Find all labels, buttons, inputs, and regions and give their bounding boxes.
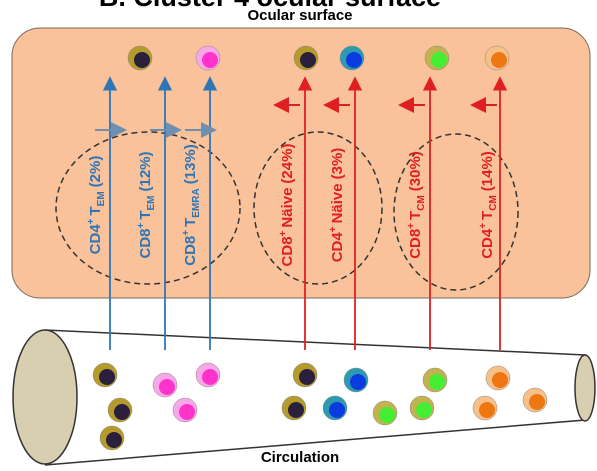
sub: EM	[146, 195, 157, 210]
sub: CM	[488, 195, 499, 211]
cd: CD8	[182, 236, 199, 266]
percent: (3%)	[329, 148, 346, 180]
vessel-end	[12, 329, 78, 465]
population-label: CD4+ TCM (14%)	[478, 151, 499, 259]
cell-nucleus	[99, 369, 115, 385]
cd: CD4	[329, 232, 346, 263]
cell-nucleus	[491, 52, 507, 68]
top-label: Ocular surface	[247, 7, 352, 24]
sup: +	[181, 230, 192, 236]
cell-nucleus	[202, 369, 218, 385]
vessel-end	[574, 354, 596, 422]
cd: CD8	[137, 229, 154, 259]
cell-nucleus	[179, 404, 195, 420]
cd: CD4	[87, 224, 104, 255]
sub: EM	[96, 191, 107, 206]
sup: +	[406, 223, 417, 229]
cell-nucleus	[492, 372, 508, 388]
cd: CD8	[407, 229, 424, 259]
sup: +	[328, 226, 339, 232]
percent: (2%)	[87, 156, 104, 188]
cell-nucleus	[299, 369, 315, 385]
cd: CD8	[279, 236, 296, 266]
labels: CD4+TEM(2%)CD8+TEM(12%)CD8+TEMRA(13%)CD8…	[86, 144, 499, 267]
cell-nucleus	[300, 52, 316, 68]
bottom-label: Circulation	[261, 449, 339, 466]
percent: (14%)	[479, 151, 496, 191]
sup: +	[278, 230, 289, 236]
population-label: CD4+ TEM (2%)	[86, 156, 107, 255]
percent: (30%)	[407, 151, 424, 191]
population-label: CD8+ TEM (12%)	[136, 151, 157, 258]
sup: +	[86, 218, 97, 224]
sup: +	[478, 223, 489, 229]
cell-nucleus	[159, 379, 175, 395]
vessel	[44, 329, 586, 466]
group-ellipse	[55, 131, 241, 285]
ocular-box	[11, 27, 591, 299]
percent: (13%)	[182, 144, 199, 184]
population-label: CD8+ Näive (24%)	[278, 144, 296, 267]
cell-type: T	[137, 210, 154, 219]
cell-nucleus	[431, 52, 447, 68]
group-ellipse	[393, 133, 519, 291]
sub: CM	[416, 195, 427, 211]
cell-nucleus	[202, 52, 218, 68]
sub: EMRA	[191, 188, 202, 217]
cell-nucleus	[114, 404, 130, 420]
cells	[92, 45, 548, 451]
population-label: CD4+ Näive (3%)	[328, 148, 346, 263]
cell-nucleus	[529, 394, 545, 410]
cell-nucleus	[350, 374, 366, 390]
cell-type: Näive	[329, 183, 346, 223]
cell-type: T	[87, 206, 104, 215]
cell-nucleus	[429, 374, 445, 390]
cell-type: T	[407, 211, 424, 220]
cell-nucleus	[379, 407, 395, 423]
sup: +	[136, 223, 147, 229]
group-ellipse	[253, 131, 383, 285]
population-label: CD8+ TCM (30%)	[406, 151, 427, 259]
cell-type: Näive	[279, 188, 296, 228]
cell-type: T	[479, 211, 496, 220]
population-label: CD8+ TEMRA (13%)	[181, 144, 202, 266]
percent: (12%)	[137, 151, 154, 191]
cell-type: T	[182, 218, 199, 227]
cell-nucleus	[479, 402, 495, 418]
cell-nucleus	[106, 432, 122, 448]
percent: (24%)	[279, 144, 296, 184]
migration	[95, 76, 508, 350]
cell-nucleus	[288, 402, 304, 418]
cd: CD4	[479, 228, 496, 259]
title: B. Cluster 4 ocular surface	[99, 0, 441, 12]
cell-nucleus	[329, 402, 345, 418]
cell-nucleus	[134, 52, 150, 68]
cell-nucleus	[416, 402, 432, 418]
cell-nucleus	[346, 52, 362, 68]
